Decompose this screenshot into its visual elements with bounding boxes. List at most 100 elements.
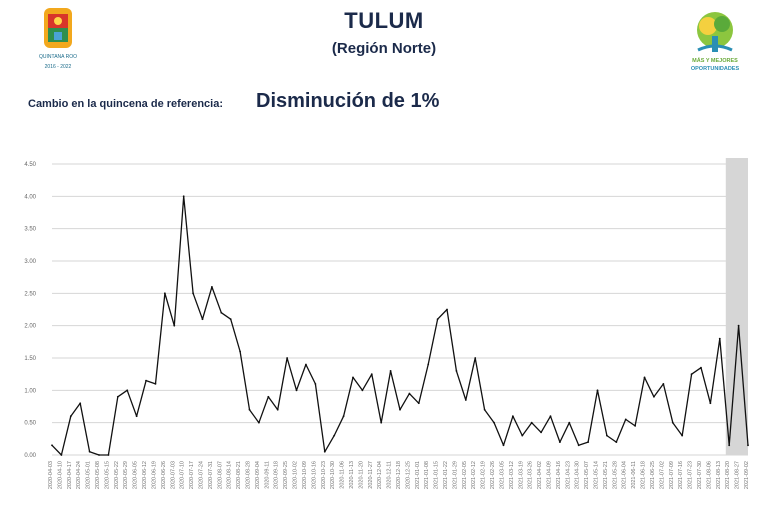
data-point (51, 444, 53, 447)
y-tick-label: 3.00 (24, 259, 36, 265)
logo-left-years: 2016 - 2022 (45, 64, 72, 70)
x-tick-label: 2020-11-20 (358, 461, 364, 489)
data-point (596, 389, 599, 392)
logo-right-line-1: MÁS Y MEJORES (692, 57, 738, 64)
data-point (192, 292, 194, 295)
x-tick-label: 2021-09-02 (744, 461, 750, 489)
x-tick-label: 2020-04-24 (76, 461, 82, 489)
x-tick-label: 2020-07-24 (198, 461, 204, 489)
x-tick-label: 2020-07-03 (170, 461, 176, 489)
x-tick-label: 2021-07-09 (669, 461, 675, 489)
x-tick-label: 2020-04-03 (48, 461, 54, 489)
x-tick-label: 2021-04-23 (565, 461, 571, 489)
x-tick-label: 2021-06-18 (641, 461, 647, 489)
data-point (530, 421, 533, 424)
x-tick-label: 2021-08-27 (735, 461, 741, 489)
data-point (549, 415, 552, 418)
data-point (540, 431, 542, 434)
data-point (229, 318, 232, 321)
x-tick-label: 2020-10-23 (321, 461, 327, 489)
data-point (60, 454, 63, 456)
x-tick-label: 2020-05-01 (86, 461, 92, 489)
data-point (737, 324, 740, 327)
change-value: Disminución de 1% (256, 90, 440, 112)
x-tick-label: 2020-10-16 (311, 461, 317, 489)
data-point (314, 382, 317, 385)
data-point (361, 389, 364, 392)
data-point (427, 363, 430, 366)
data-point (464, 399, 467, 401)
x-tick-label: 2020-10-09 (302, 461, 308, 489)
x-tick-label: 2021-05-07 (584, 461, 590, 489)
x-tick-label: 2021-08-06 (706, 461, 712, 489)
data-point (126, 389, 129, 392)
data-point (69, 415, 72, 418)
data-point (700, 366, 702, 369)
x-tick-label: 2021-05-14 (594, 461, 600, 489)
x-tick-label: 2021-04-09 (546, 461, 552, 489)
x-tick-label: 2021-06-04 (622, 461, 628, 489)
data-point (220, 311, 223, 314)
data-point (436, 318, 439, 321)
data-point (690, 373, 693, 376)
data-point (643, 376, 646, 379)
data-point (258, 421, 260, 424)
x-tick-label: 2020-07-10 (180, 461, 186, 489)
x-tick-label: 2021-06-25 (650, 461, 656, 489)
x-tick-label: 2021-07-30 (697, 461, 703, 489)
x-tick-label: 2021-03-05 (499, 461, 505, 489)
data-point (606, 434, 608, 437)
data-point (747, 444, 749, 447)
x-tick-label: 2020-09-04 (255, 461, 261, 489)
y-tick-label: 1.50 (24, 356, 36, 362)
data-point (323, 450, 326, 453)
mas-y-mejores-oportunidades-logo: MÁS Y MEJORES OPORTUNIDADES (680, 6, 750, 76)
x-tick-label: 2020-04-17 (67, 461, 73, 489)
x-tick-label: 2020-08-07 (217, 461, 223, 489)
x-tick-label: 2021-01-29 (452, 461, 458, 489)
data-point (615, 441, 618, 443)
x-tick-label: 2020-06-26 (161, 461, 167, 489)
y-tick-label: 2.00 (24, 324, 36, 330)
data-point (88, 450, 91, 453)
x-tick-label: 2020-06-12 (142, 461, 148, 489)
x-tick-label: 2020-05-08 (95, 461, 101, 489)
x-tick-label: 2021-07-23 (688, 461, 694, 489)
y-tick-label: 2.50 (24, 291, 36, 297)
x-tick-label: 2020-04-10 (57, 461, 63, 489)
data-point (493, 421, 495, 424)
data-point (558, 441, 561, 443)
data-point (286, 357, 289, 359)
x-tick-label: 2021-03-26 (528, 461, 534, 489)
data-point (671, 421, 674, 424)
x-tick-label: 2021-06-11 (631, 461, 637, 489)
data-point (135, 415, 138, 418)
x-tick-label: 2020-09-11 (264, 461, 270, 489)
quintana-roo-logo: QUINTANA ROO 2016 - 2022 (28, 6, 88, 76)
y-tick-label: 1.00 (24, 388, 36, 394)
x-tick-label: 2020-11-13 (349, 461, 355, 489)
data-point (521, 434, 524, 437)
x-tick-label: 2020-12-11 (387, 461, 393, 489)
data-point (305, 363, 307, 366)
data-point (446, 308, 448, 311)
data-point (79, 402, 82, 405)
x-tick-label: 2021-01-15 (434, 461, 440, 489)
data-point (116, 395, 119, 398)
x-tick-label: 2020-05-15 (104, 461, 110, 489)
data-point (483, 408, 486, 411)
data-point (333, 434, 336, 437)
data-point (182, 195, 185, 198)
x-tick-label: 2020-10-30 (330, 461, 336, 489)
data-point (511, 415, 514, 418)
x-tick-label: 2020-08-14 (227, 461, 233, 489)
x-tick-label: 2021-01-01 (415, 461, 421, 489)
data-point (163, 292, 166, 295)
x-tick-label: 2020-10-02 (293, 461, 299, 489)
x-tick-label: 2021-02-05 (462, 461, 468, 489)
data-point (634, 425, 637, 427)
x-tick-label: 2021-07-02 (659, 461, 665, 489)
x-tick-label: 2020-12-25 (405, 461, 411, 489)
x-tick-label: 2021-04-16 (556, 461, 562, 489)
data-point (248, 408, 251, 411)
